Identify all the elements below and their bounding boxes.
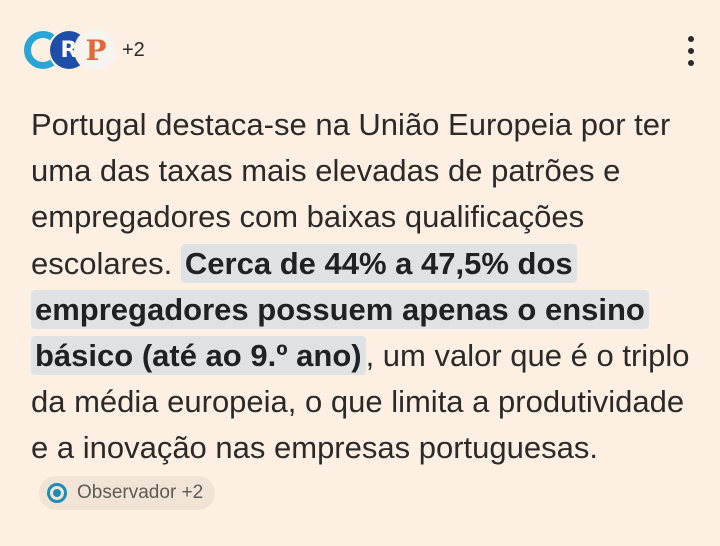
source-dot-inner: [53, 489, 61, 498]
citation-label: Observador +2: [77, 482, 204, 504]
more-vert-dot: [688, 60, 694, 66]
more-sources-count[interactable]: +2: [122, 38, 145, 61]
answer-text-before: Portugal destaca-se na União Europeia po…: [31, 107, 671, 281]
answer-text-after: , um valor que é o triplo da média europ…: [31, 338, 690, 466]
p-logo-letter: P: [85, 33, 107, 67]
source-dot-icon: [47, 483, 67, 504]
r-logo-letter: R: [60, 37, 78, 63]
citation-chip[interactable]: Observador +2: [39, 476, 216, 511]
more-vert-icon: [688, 36, 694, 42]
p-source-logo-icon: P: [76, 30, 116, 70]
answer-paragraph: Portugal destaca-se na União Europeia po…: [31, 102, 701, 518]
source-logos[interactable]: R P: [24, 30, 120, 70]
more-vert-dot: [688, 48, 694, 54]
sources-header[interactable]: R P +2: [24, 30, 145, 70]
more-options-button[interactable]: [684, 36, 698, 66]
